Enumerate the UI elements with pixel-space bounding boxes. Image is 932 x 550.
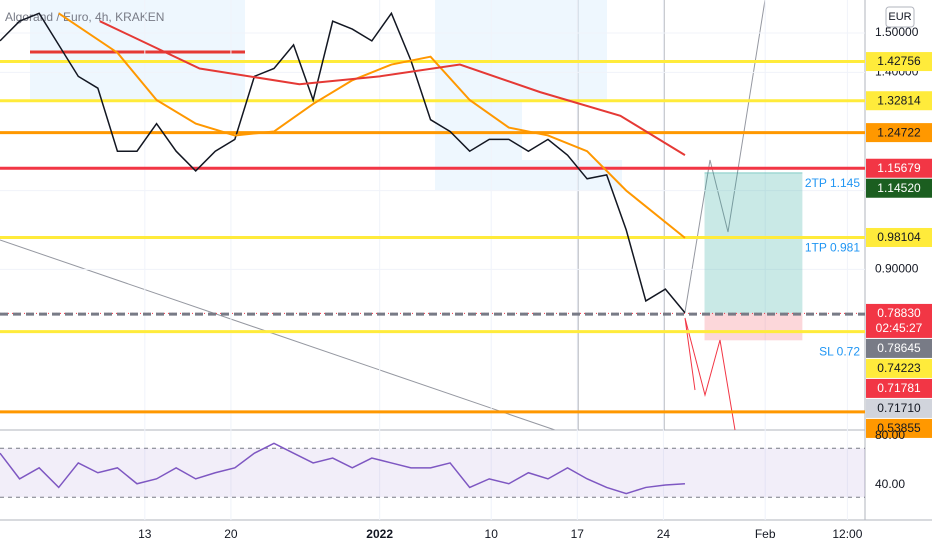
countdown: 02:45:27 (876, 321, 923, 335)
profile-zone (30, 0, 245, 100)
x-tick-label: 17 (571, 527, 585, 541)
price-label-bg (866, 123, 932, 143)
x-tick-label: 13 (138, 527, 152, 541)
y-tick-label: 1.50000 (875, 25, 919, 39)
price-label-bg (866, 303, 932, 338)
profile-zone (435, 100, 522, 190)
chart-title: Algorand / Euro, 4h, KRAKEN (5, 10, 164, 24)
price-label-bg (866, 227, 932, 247)
price-label-bg (866, 418, 932, 438)
profit-zone (704, 172, 803, 314)
price-label: 0.71710 (877, 401, 921, 415)
price-label: 1.15679 (877, 161, 921, 175)
x-tick-label: 2022 (366, 527, 393, 541)
profile-zone (435, 0, 607, 100)
currency-box (885, 6, 915, 28)
decor (0, 0, 932, 521)
projection (684, 317, 736, 431)
target-label: 1TP 0.981 (805, 241, 860, 255)
target-label: 2TP 1.145 (805, 176, 860, 190)
x-tick-label: Feb (755, 527, 776, 541)
price-label-bg (866, 338, 932, 358)
price-label-bg (866, 358, 932, 378)
trend-line (0, 239, 556, 431)
price-label: 0.98104 (877, 230, 921, 244)
x-tick-label: 12:00 (832, 527, 862, 541)
x-tick-label: 20 (224, 527, 238, 541)
price-label-bg (866, 378, 932, 398)
price-label: 0.53855 (877, 421, 921, 435)
price-label-bg (866, 52, 932, 72)
price-label-bg (866, 91, 932, 111)
price-label: 1.24722 (877, 125, 921, 139)
loss-zone (704, 313, 803, 341)
y-tick-label: 0.90000 (875, 262, 919, 276)
price-label: 0.74223 (877, 361, 921, 375)
rsi-tick-label: 80.00 (875, 428, 905, 442)
price-line (0, 11, 686, 314)
price-label: 1.14520 (877, 181, 921, 195)
price-label: 0.78645 (877, 341, 921, 355)
price-line (99, 20, 686, 157)
price-line (58, 12, 686, 239)
price-label-bg (866, 178, 932, 198)
x-tick-label: 10 (485, 527, 499, 541)
price-label: 0.71781 (877, 381, 921, 395)
price-label: 0.78830 (877, 306, 921, 320)
currency: EUR (888, 11, 911, 23)
x-tick-label: 24 (657, 527, 671, 541)
price-label: 1.42756 (877, 54, 921, 68)
rsi-tick-label: 40.00 (875, 477, 905, 491)
price-label: 1.32814 (877, 93, 921, 107)
price-label-bg (866, 398, 932, 418)
rsi-line (0, 442, 686, 495)
stop-label: SL 0.72 (819, 344, 860, 358)
price-label-bg (866, 158, 932, 178)
rsi-band (0, 448, 865, 498)
